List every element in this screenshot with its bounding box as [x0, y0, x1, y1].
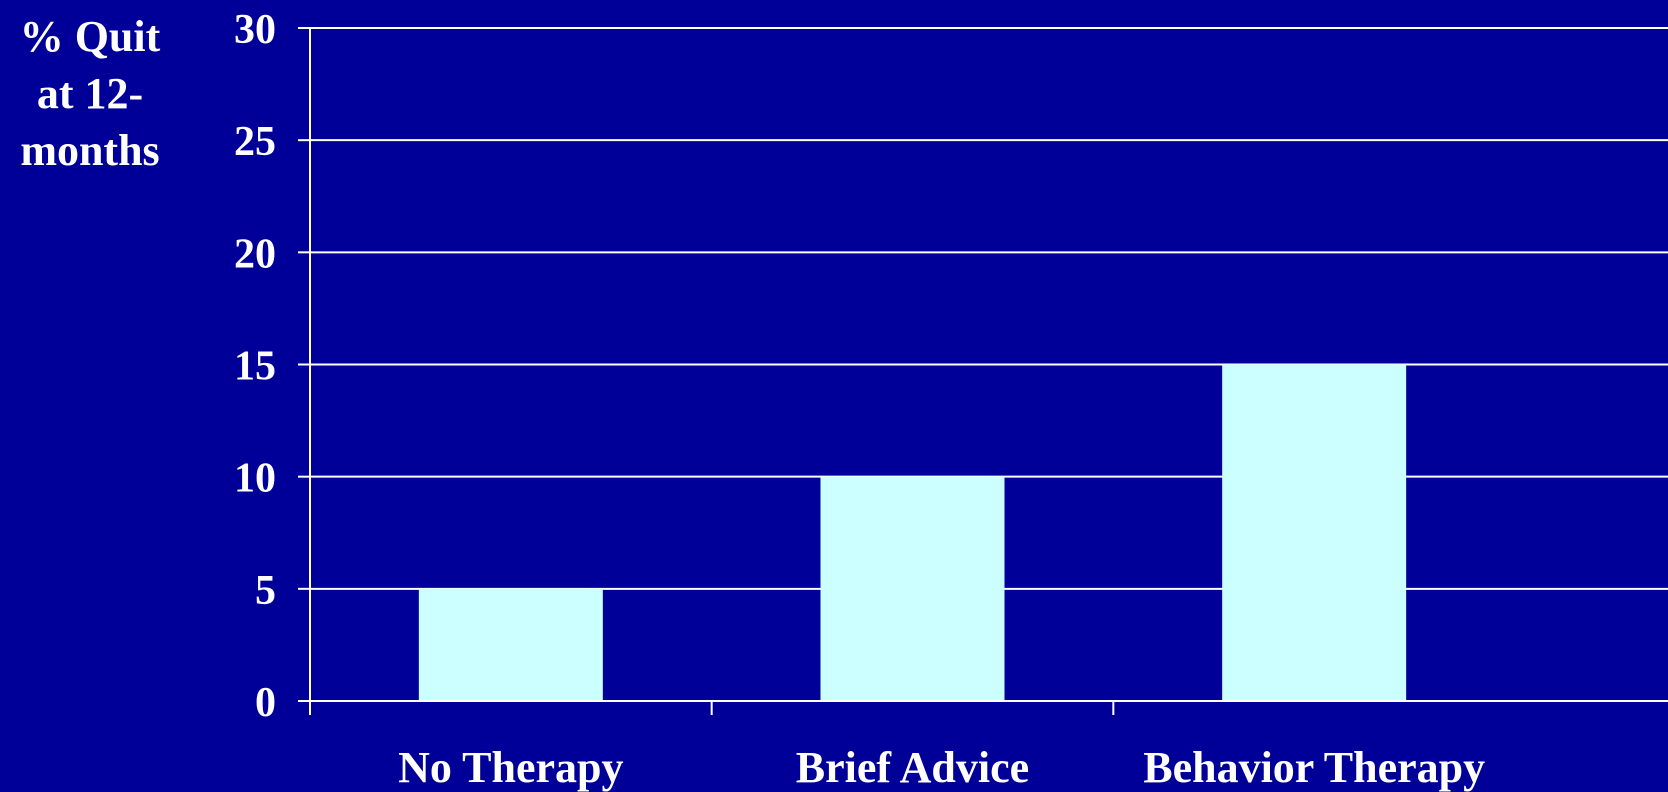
bar-brief-advice: [820, 476, 1005, 701]
y-tick-label: 30: [234, 7, 276, 53]
y-tick-label: 15: [234, 344, 276, 390]
x-category-label: No Therapy: [398, 743, 623, 792]
axes: [298, 27, 1668, 715]
bar-behavior-therapy: [1222, 364, 1407, 701]
y-tick-label: 0: [255, 680, 276, 726]
x-category-label: Brief Advice: [796, 743, 1029, 792]
y-axis-label: % Quit at 12- months: [19, 12, 161, 175]
y-tick-label: 20: [234, 231, 276, 277]
y-tick-label: 25: [234, 119, 276, 165]
y-tick-label: 10: [234, 456, 276, 502]
x-category-label: Behavior Therapy: [1143, 743, 1485, 792]
y-tick-label: 5: [255, 568, 276, 614]
bar-no-therapy: [418, 588, 603, 701]
tick-labels: 0 5 10 15 20 25 30 No Therapy Brief Advice Behavi…: [234, 7, 1485, 792]
bars: [418, 364, 1407, 701]
